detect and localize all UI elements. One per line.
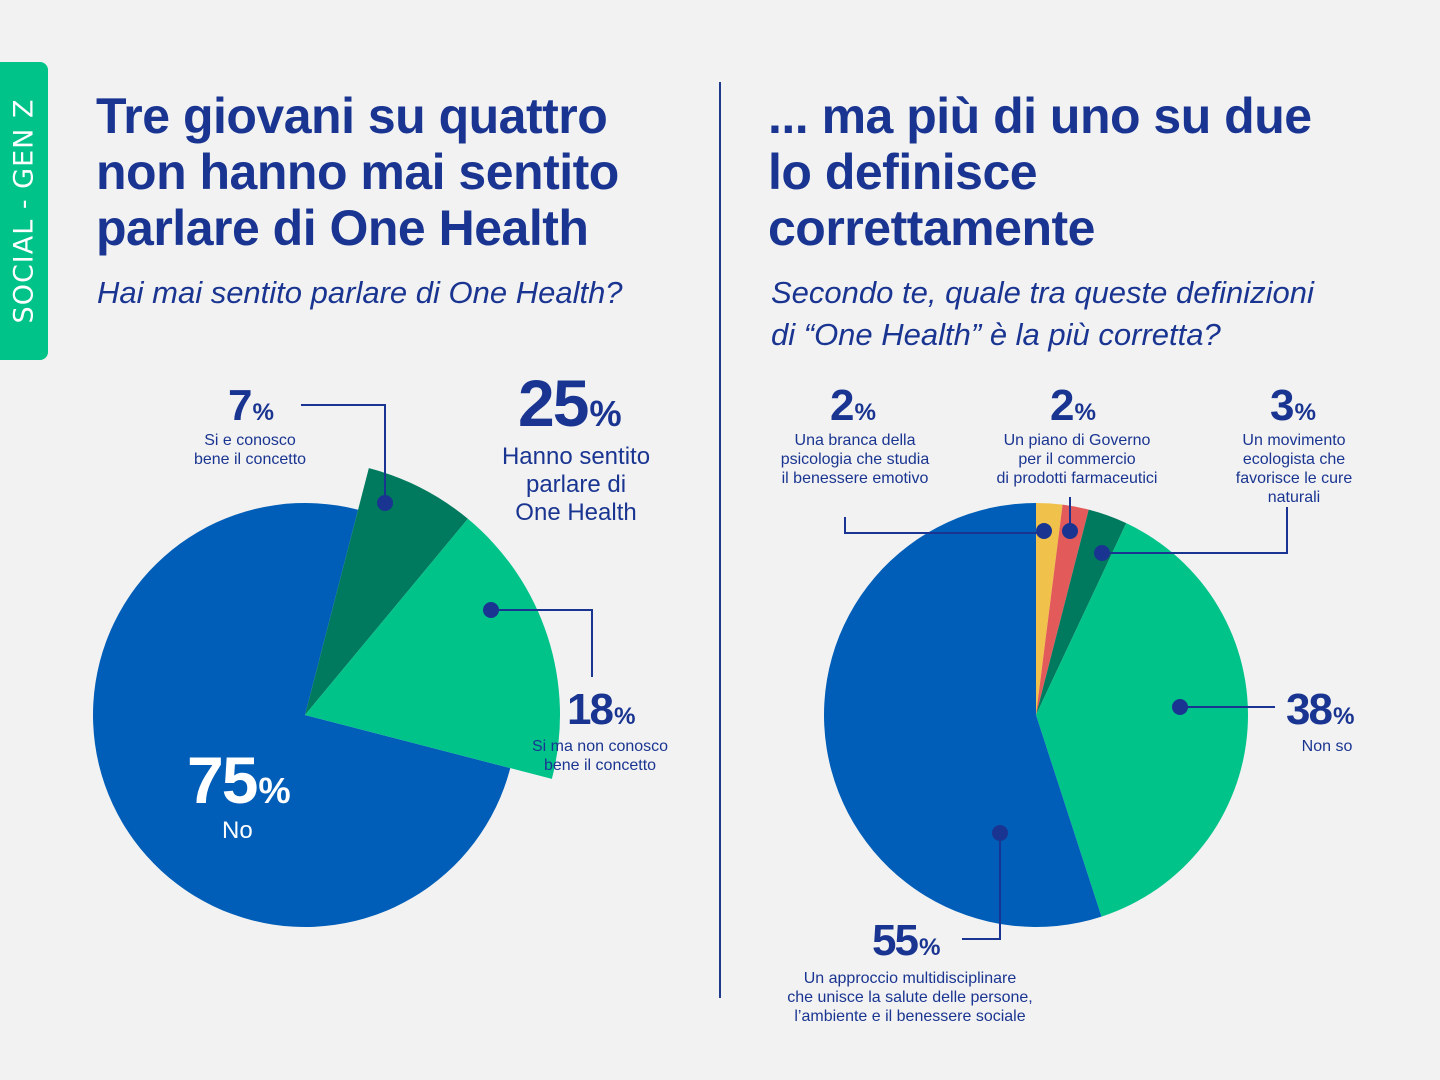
left-pct-7: 7% <box>228 381 274 430</box>
right-question: Secondo te, quale tra queste definizioni… <box>771 275 1314 352</box>
right-slice-psicologia <box>1036 503 1063 715</box>
left-dot-18 <box>483 602 499 618</box>
right-dot-non-so <box>1172 699 1188 715</box>
right-dot-psicologia <box>1036 523 1052 539</box>
right-title: ... ma più di uno su due lo definisce co… <box>768 88 1312 256</box>
right-leader-movimento <box>1102 507 1288 554</box>
right-pct-38: 38% <box>1286 685 1355 734</box>
side-tab: SOCIAL - GEN Z <box>0 62 48 360</box>
right-label-38: Non so <box>1301 738 1353 755</box>
right-pct-55: 55% <box>872 916 941 965</box>
right-leader-approccio <box>962 833 1001 940</box>
right-pct-2-psicologia: 2% <box>830 381 876 430</box>
right-slice-non-so <box>1036 523 1248 917</box>
right-dot-movimento <box>1094 545 1110 561</box>
right-pct-2-governo: 2% <box>1050 381 1096 430</box>
right-label-movimento: Un movimento ecologista che favorisce le… <box>1235 432 1353 506</box>
right-label-55: Un approccio multidisciplinare che unisc… <box>787 970 1033 1025</box>
left-pct-25: 25% <box>518 366 622 440</box>
left-leader-7 <box>301 404 386 503</box>
right-dot-approccio <box>992 825 1008 841</box>
right-pct-3-movimento: 3% <box>1270 381 1316 430</box>
right-label-psicologia: Una branca della psicologia che studia i… <box>780 432 930 487</box>
left-slice-no <box>93 503 511 927</box>
left-group-label: Hanno sentito parlare di One Health <box>501 443 651 526</box>
left-question: Hai mai sentito parlare di One Health? <box>97 275 623 310</box>
column-divider <box>719 82 721 998</box>
left-slice-si-conosco <box>305 468 468 715</box>
left-label-7: Si e conosco bene il concetto <box>193 432 307 468</box>
right-slice-approccio <box>823 503 1102 927</box>
right-leader-psicologia <box>844 517 1044 534</box>
right-slice-movimento <box>1036 509 1127 715</box>
left-label-75: No <box>222 817 253 844</box>
left-leader-18 <box>491 609 593 677</box>
left-slice-si-non-conosco <box>305 518 560 779</box>
left-title: Tre giovani su quattro non hanno mai sen… <box>96 88 619 256</box>
left-pct-18: 18% <box>567 685 636 734</box>
right-dot-governo <box>1062 523 1078 539</box>
left-label-18: Si ma non conosco bene il concetto <box>531 738 669 774</box>
right-label-governo: Un piano di Governo per il commercio di … <box>996 432 1158 487</box>
left-pct-75: 75% <box>187 743 291 817</box>
left-dot-7 <box>377 495 393 511</box>
right-slice-governo <box>1036 504 1089 715</box>
